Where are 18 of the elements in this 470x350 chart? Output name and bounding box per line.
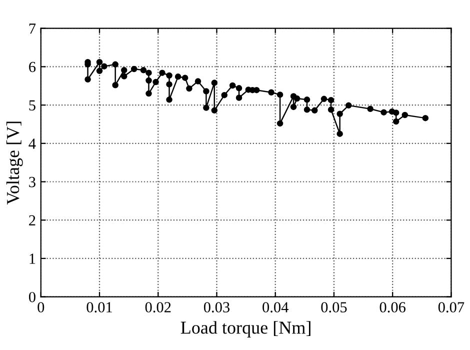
x-tick-label: 0.03 bbox=[204, 302, 230, 312]
y-tick-label: 6 bbox=[29, 62, 36, 72]
y-tick-label: 4 bbox=[28, 138, 36, 149]
x-tick-label: 0.06 bbox=[380, 302, 406, 312]
y-tick-label: 0 bbox=[28, 292, 36, 302]
y-tick-label: 7 bbox=[29, 24, 36, 34]
x-tick-label: 0.04 bbox=[262, 302, 288, 312]
x-tick-label: 0.01 bbox=[86, 302, 112, 312]
x-tick-label: 0 bbox=[38, 302, 44, 312]
y-tick-label: 3 bbox=[29, 176, 36, 188]
y-axis-title: Voltage [V] bbox=[6, 122, 23, 205]
x-tick-label: 0.05 bbox=[321, 302, 347, 312]
x-tick-label: 0.07 bbox=[438, 302, 464, 312]
y-tick-label: 2 bbox=[29, 215, 36, 226]
x-axis-title: Load torque [Nm] bbox=[180, 321, 310, 338]
y-tick-label: 5 bbox=[29, 100, 36, 110]
y-tick-label: 1 bbox=[30, 254, 36, 264]
x-tick-label: 0.02 bbox=[145, 302, 171, 312]
